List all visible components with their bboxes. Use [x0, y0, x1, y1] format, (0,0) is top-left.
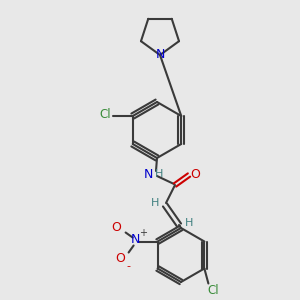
Text: N: N: [155, 49, 165, 62]
Text: O: O: [116, 252, 126, 265]
Text: +: +: [139, 227, 147, 238]
Text: Cl: Cl: [99, 109, 111, 122]
Text: -: -: [127, 262, 130, 272]
Text: H: H: [151, 198, 159, 208]
Text: O: O: [112, 221, 122, 234]
Text: H: H: [155, 169, 163, 179]
Text: O: O: [190, 167, 200, 181]
Text: N: N: [143, 167, 153, 181]
Text: Cl: Cl: [208, 284, 219, 297]
Text: H: H: [185, 218, 193, 228]
Text: N: N: [131, 233, 140, 246]
